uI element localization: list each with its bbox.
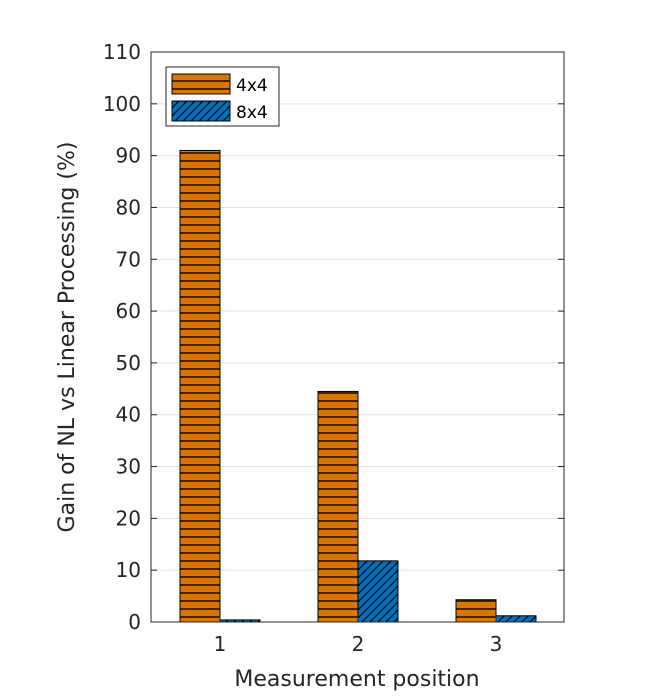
bar-4x4-2 <box>317 390 359 623</box>
y-tick-label: 30 <box>116 455 141 479</box>
x-tick-label: 2 <box>352 632 365 656</box>
y-axis-label: Gain of NL vs Linear Processing (%) <box>55 142 80 533</box>
legend-label-4x4: 4x4 <box>236 76 268 96</box>
bar-4x4-1 <box>179 149 221 623</box>
bar-8x4-2 <box>357 560 399 623</box>
y-tick-label: 110 <box>103 40 141 64</box>
y-tick-label: 40 <box>116 403 141 427</box>
legend-label-8x4: 8x4 <box>236 103 268 123</box>
legend-swatch-4x4 <box>171 73 231 95</box>
y-tick-label: 60 <box>116 299 141 323</box>
y-tick-label: 70 <box>116 247 141 271</box>
legend: 4x4 8x4 <box>165 66 280 127</box>
x-axis-ticks: 1 2 3 <box>214 616 503 656</box>
bar-4x4-3 <box>455 599 497 623</box>
y-tick-label: 20 <box>116 506 141 530</box>
y-axis-ticks: 0 10 20 30 40 50 60 70 80 90 100 110 <box>103 40 564 634</box>
x-axis-label: Measurement position <box>234 667 479 692</box>
y-tick-label: 90 <box>116 144 141 168</box>
bar-8x4-3 <box>495 615 537 623</box>
y-tick-label: 100 <box>103 92 141 116</box>
y-tick-label: 50 <box>116 351 141 375</box>
x-tick-label: 1 <box>214 632 227 656</box>
x-tick-label: 3 <box>490 632 503 656</box>
y-tick-label: 0 <box>128 610 141 634</box>
bars <box>179 149 537 623</box>
y-tick-label: 10 <box>116 558 141 582</box>
y-tick-label: 80 <box>116 195 141 219</box>
legend-swatch-8x4 <box>171 100 231 122</box>
